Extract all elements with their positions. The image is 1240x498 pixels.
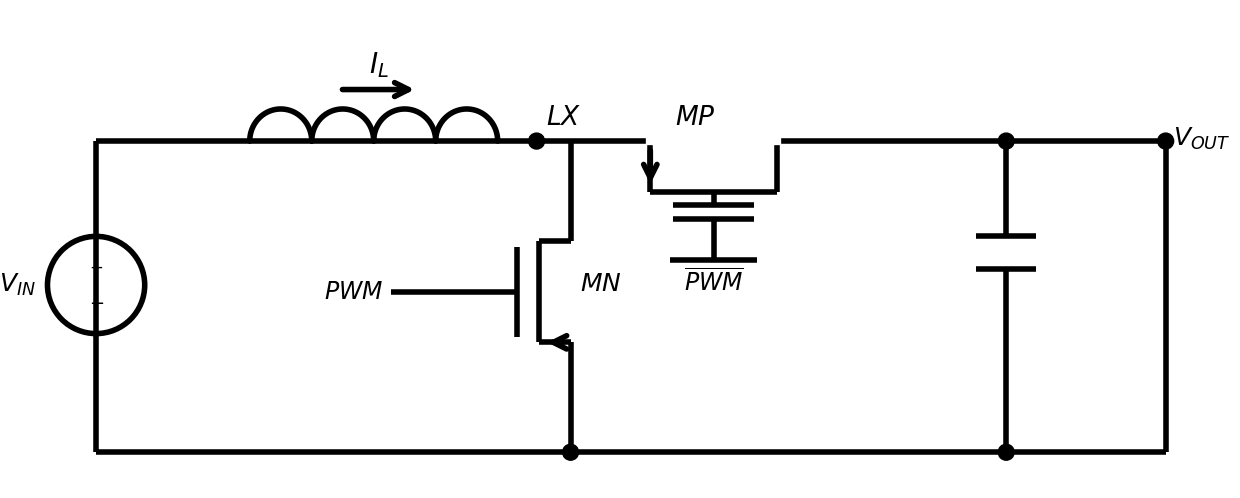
Text: $\mathit{PWM}$: $\mathit{PWM}$	[324, 280, 383, 304]
Text: $+$: $+$	[89, 259, 103, 277]
Text: $\mathit{MN}$: $\mathit{MN}$	[580, 272, 622, 296]
Text: $-$: $-$	[88, 292, 104, 311]
Text: $\mathbf{\mathit{V_{IN}}}$: $\mathbf{\mathit{V_{IN}}}$	[0, 272, 36, 298]
Circle shape	[563, 444, 579, 460]
Text: $\mathit{I_L}$: $\mathit{I_L}$	[368, 50, 388, 80]
Text: $\overline{\mathit{PWM}}$: $\overline{\mathit{PWM}}$	[683, 269, 744, 296]
Text: $\mathit{MP}$: $\mathit{MP}$	[675, 106, 715, 131]
Circle shape	[528, 133, 544, 149]
Circle shape	[1158, 133, 1173, 149]
Circle shape	[998, 133, 1014, 149]
Text: $\mathit{V_{OUT}}$: $\mathit{V_{OUT}}$	[1173, 126, 1231, 152]
Text: $\mathit{LX}$: $\mathit{LX}$	[547, 106, 582, 131]
Circle shape	[998, 444, 1014, 460]
